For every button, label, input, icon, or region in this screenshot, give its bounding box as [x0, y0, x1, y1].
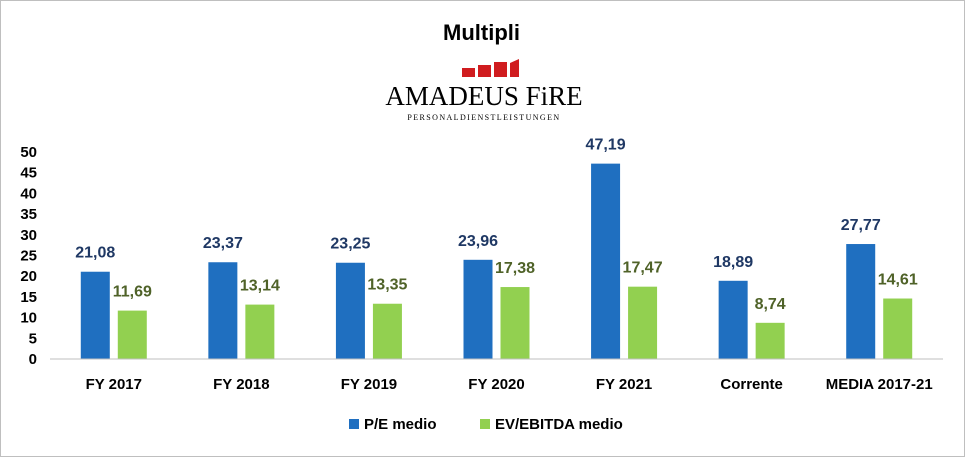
legend-label: EV/EBITDA medio — [495, 416, 623, 433]
data-label: 14,61 — [878, 272, 918, 289]
bar-pe-medio — [208, 262, 238, 359]
y-tick-label: 10 — [20, 310, 37, 327]
bar-ev-ebitda-medio — [883, 298, 913, 359]
y-tick-label: 50 — [20, 144, 37, 161]
bar-ev-ebitda-medio — [755, 322, 785, 359]
y-tick-label: 45 — [20, 165, 37, 182]
value-labels: 21,08 11,69 23,37 13,14 23,25 13,35 23,96 17,38… — [75, 137, 918, 313]
data-label: 23,25 — [330, 236, 370, 253]
x-tick-label: FY 2018 — [213, 376, 269, 393]
x-tick-label: FY 2020 — [468, 376, 524, 393]
amadeus-fire-logo: AMADEUS FiRE PERSONALDIENSTLEISTUNGEN — [385, 59, 583, 122]
data-label: 23,96 — [458, 233, 498, 250]
bar-pe-medio — [335, 262, 365, 359]
data-label: 17,38 — [495, 260, 535, 277]
bar-ev-ebitda-medio — [117, 310, 147, 359]
legend-label: P/E medio — [364, 416, 437, 433]
data-label: 47,19 — [586, 137, 626, 154]
bar-pe-medio — [463, 259, 493, 359]
y-tick-label: 25 — [20, 248, 37, 265]
bar-pe-medio — [718, 280, 748, 359]
data-label: 23,37 — [203, 235, 243, 252]
data-label: 13,14 — [240, 278, 280, 295]
data-label: 13,35 — [367, 277, 407, 294]
data-label: 21,08 — [75, 245, 115, 262]
y-tick-label: 15 — [20, 289, 37, 306]
data-label: 27,77 — [841, 217, 881, 234]
data-label: 11,69 — [113, 284, 152, 301]
logo-bar-2 — [478, 65, 491, 77]
legend: P/E medio EV/EBITDA medio — [349, 416, 623, 433]
y-axis: 0 5 10 15 20 25 30 35 40 45 50 — [20, 144, 37, 368]
x-tick-label: Corrente — [720, 376, 783, 393]
y-tick-label: 40 — [20, 185, 37, 202]
logo-bar-4 — [510, 59, 519, 77]
bar-pe-medio — [80, 271, 110, 359]
bars — [80, 163, 913, 359]
x-axis: FY 2017 FY 2018 FY 2019 FY 2020 FY 2021 Corre… — [86, 376, 933, 393]
logo-bar-1 — [462, 68, 475, 77]
legend-swatch — [349, 419, 359, 429]
y-tick-label: 35 — [20, 206, 37, 223]
x-tick-label: FY 2021 — [596, 376, 652, 393]
data-label: 8,74 — [755, 296, 786, 313]
data-label: 18,89 — [713, 254, 753, 271]
logo-bar-3 — [494, 62, 507, 77]
bar-ev-ebitda-medio — [245, 304, 275, 359]
bar-pe-medio — [846, 244, 876, 359]
x-tick-label: MEDIA 2017-21 — [826, 376, 933, 393]
bar-pe-medio — [591, 163, 621, 359]
y-tick-label: 5 — [29, 330, 37, 347]
legend-swatch — [480, 419, 490, 429]
y-tick-label: 0 — [29, 351, 37, 368]
logo-tagline: PERSONALDIENSTLEISTUNGEN — [407, 113, 560, 122]
x-tick-label: FY 2019 — [341, 376, 397, 393]
bar-ev-ebitda-medio — [628, 286, 658, 359]
logo-wordmark: AMADEUS FiRE — [385, 81, 582, 111]
bar-ev-ebitda-medio — [500, 287, 530, 359]
data-label: 17,47 — [623, 260, 663, 277]
x-tick-label: FY 2017 — [86, 376, 142, 393]
bar-ev-ebitda-medio — [372, 303, 402, 359]
y-tick-label: 30 — [20, 227, 37, 244]
y-tick-label: 20 — [20, 268, 37, 285]
chart-title: Multipli — [443, 20, 520, 45]
